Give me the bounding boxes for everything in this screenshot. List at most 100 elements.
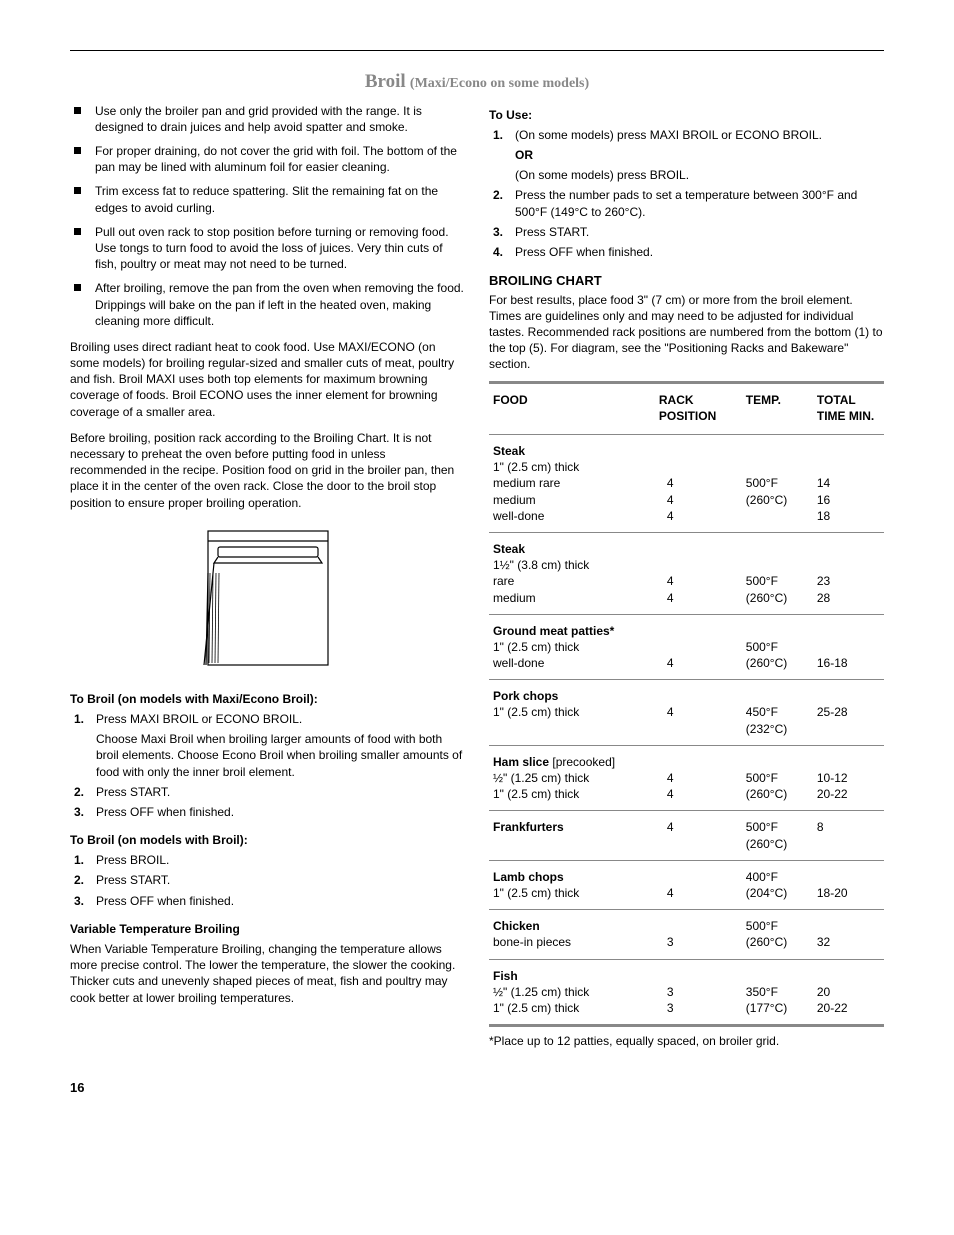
tip-item: Pull out oven rack to stop position befo… xyxy=(70,224,465,273)
step-item: 4.Press OFF when finished. xyxy=(489,244,884,260)
step-num: 1. xyxy=(493,127,515,184)
steps-maxi-econo: 1. Press MAXI BROIL or ECONO BROIL. Choo… xyxy=(70,711,465,820)
cell: (260°C) xyxy=(742,836,813,861)
title-main: Broil xyxy=(365,71,406,92)
cell: 1" (2.5 cm) thick xyxy=(489,704,655,720)
cell: (232°C) xyxy=(742,721,813,746)
cell: 4 xyxy=(655,508,742,533)
content-columns: Use only the broiler pan and grid provid… xyxy=(70,103,884,1050)
cell: well-done xyxy=(489,655,655,680)
intro-para-2: Before broiling, position rack according… xyxy=(70,430,465,511)
or-label: OR xyxy=(515,147,884,163)
step-item: 3.Press START. xyxy=(489,224,884,240)
food-name: Fish xyxy=(493,969,518,983)
step-text: (On some models) press MAXI BROIL or ECO… xyxy=(515,127,884,184)
table-row: Chicken500°F xyxy=(489,910,884,935)
to-use-steps: 1. (On some models) press MAXI BROIL or … xyxy=(489,127,884,260)
step-text: Press BROIL. xyxy=(96,852,465,868)
cell: 1" (2.5 cm) thick xyxy=(489,786,655,811)
tip-text: Pull out oven rack to stop position befo… xyxy=(95,224,465,273)
cell: 3 xyxy=(655,984,742,1000)
cell: 18 xyxy=(813,508,884,533)
food-note: [precooked] xyxy=(549,755,615,769)
step-option-b: (On some models) press BROIL. xyxy=(515,167,884,183)
step-num: 2. xyxy=(74,872,96,888)
step-item: 2.Press START. xyxy=(70,784,465,800)
table-footnote: *Place up to 12 patties, equally spaced,… xyxy=(489,1033,884,1049)
step-text: Press OFF when finished. xyxy=(96,893,465,909)
cell: 16-18 xyxy=(813,655,884,680)
bullet-icon xyxy=(74,107,81,114)
title-sub: (Maxi/Econo on some models) xyxy=(410,76,589,91)
step-item: 1. Press MAXI BROIL or ECONO BROIL. Choo… xyxy=(70,711,465,780)
step-text: Press OFF when finished. xyxy=(96,804,465,820)
step-num: 2. xyxy=(74,784,96,800)
cell: 4 xyxy=(655,573,742,589)
step-item: 2.Press the number pads to set a tempera… xyxy=(489,187,884,219)
cell: rare xyxy=(489,573,655,589)
food-sub: 1½" (3.8 cm) thick xyxy=(489,557,655,573)
step-num: 4. xyxy=(493,244,515,260)
food-name: Chicken xyxy=(493,919,540,933)
cell: 10-12 xyxy=(813,770,884,786)
table-row: (232°C) xyxy=(489,721,884,746)
cell: 1" (2.5 cm) thick xyxy=(489,1000,655,1026)
cell: 20 xyxy=(813,984,884,1000)
bullet-icon xyxy=(74,284,81,291)
step-text: Press START. xyxy=(96,872,465,888)
cell: ½" (1.25 cm) thick xyxy=(489,770,655,786)
table-row: 1" (2.5 cm) thick3(177°C)20-22 xyxy=(489,1000,884,1026)
th-rack: RACK POSITION xyxy=(655,382,742,434)
bullet-icon xyxy=(74,187,81,194)
cell: 350°F xyxy=(742,984,813,1000)
tip-text: After broiling, remove the pan from the … xyxy=(95,280,465,329)
step-num: 1. xyxy=(74,711,96,780)
step-text: Press the number pads to set a temperatu… xyxy=(515,187,884,219)
table-row: Ham slice [precooked] xyxy=(489,745,884,770)
food-name: Lamb chops xyxy=(493,870,564,884)
cell: 500°F xyxy=(742,573,813,589)
step-num: 1. xyxy=(74,852,96,868)
cell: 500°F xyxy=(742,475,813,491)
cell: (260°C) xyxy=(742,786,813,811)
cell: 500°F xyxy=(742,811,813,836)
cell: 1" (2.5 cm) thick xyxy=(489,885,655,910)
cell: (177°C) xyxy=(742,1000,813,1026)
table-row: 1" (2.5 cm) thick4(260°C)20-22 xyxy=(489,786,884,811)
cell: 400°F xyxy=(742,860,813,885)
cell: ½" (1.25 cm) thick xyxy=(489,984,655,1000)
table-row: Frankfurters4500°F8 xyxy=(489,811,884,836)
step-num: 3. xyxy=(74,893,96,909)
cell: 8 xyxy=(813,811,884,836)
table-row: rare4500°F23 xyxy=(489,573,884,589)
cell: 4 xyxy=(655,655,742,680)
table-row: Fish xyxy=(489,959,884,984)
cell: 4 xyxy=(655,786,742,811)
tip-item: After broiling, remove the pan from the … xyxy=(70,280,465,329)
tip-text: Use only the broiler pan and grid provid… xyxy=(95,103,465,135)
oven-diagram-icon xyxy=(188,523,348,673)
cell: medium xyxy=(489,492,655,508)
table-row: Steak xyxy=(489,532,884,557)
chart-intro: For best results, place food 3" (7 cm) o… xyxy=(489,292,884,373)
cell: (260°C) xyxy=(742,590,813,615)
cell: bone-in pieces xyxy=(489,934,655,959)
cell: 500°F xyxy=(742,770,813,786)
tip-text: Trim excess fat to reduce spattering. Sl… xyxy=(95,183,465,215)
cell: 28 xyxy=(813,590,884,615)
cell: well-done xyxy=(489,508,655,533)
cell: 4 xyxy=(655,492,742,508)
tips-list: Use only the broiler pan and grid provid… xyxy=(70,103,465,329)
cell: 500°F xyxy=(742,639,813,655)
cell: 16 xyxy=(813,492,884,508)
table-row: Pork chops xyxy=(489,680,884,705)
bullet-icon xyxy=(74,228,81,235)
cell: 4 xyxy=(655,590,742,615)
cell: (260°C) xyxy=(742,655,813,680)
cell: 4 xyxy=(655,704,742,720)
cell: 4 xyxy=(655,885,742,910)
table-row: 1" (2.5 cm) thick500°F xyxy=(489,639,884,655)
cell: 4 xyxy=(655,475,742,491)
table-row: ½" (1.25 cm) thick4500°F10-12 xyxy=(489,770,884,786)
food-name: Frankfurters xyxy=(493,820,564,834)
